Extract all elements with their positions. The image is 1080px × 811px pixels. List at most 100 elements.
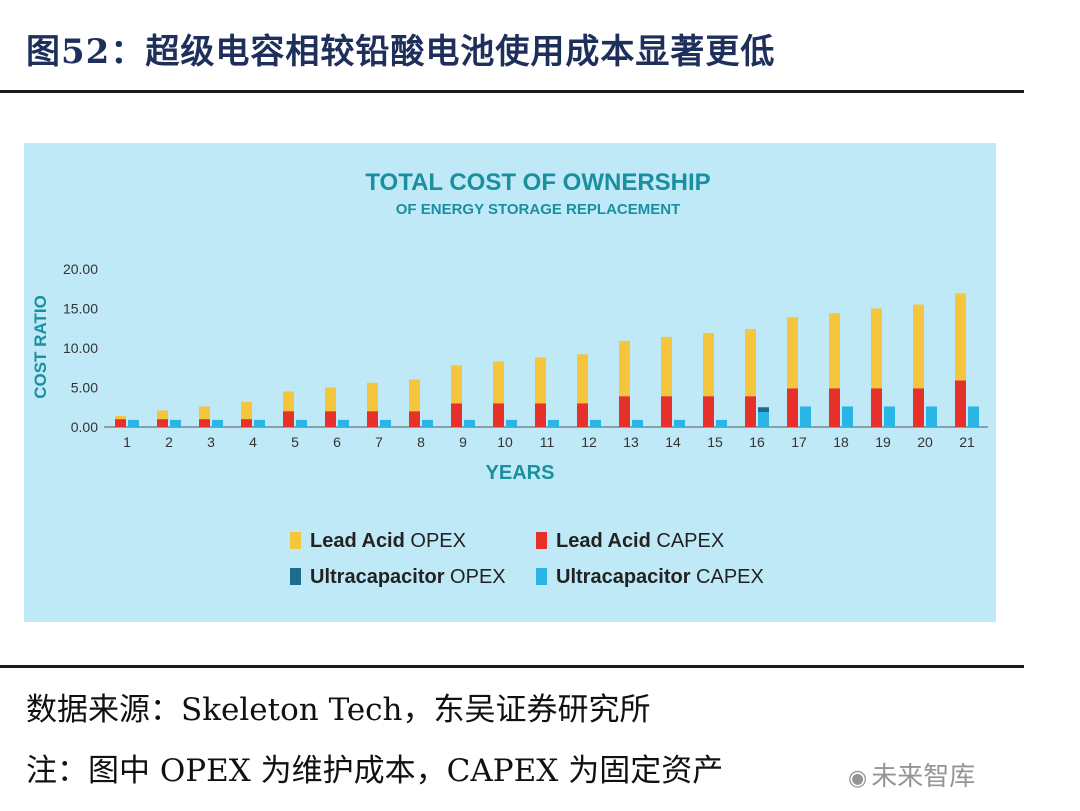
- bar-ultracap-capex: [464, 419, 475, 427]
- bar-lead-acid-capex: [745, 396, 756, 427]
- bar-lead-acid-opex: [367, 382, 378, 412]
- x-tick-label: 8: [417, 434, 425, 450]
- x-tick-label: 2: [165, 434, 173, 450]
- legend-label: Ultracapacitor OPEX: [310, 566, 506, 588]
- bar-ultracap-capex: [632, 419, 643, 427]
- x-tick-label: 10: [497, 434, 513, 450]
- y-tick-label: 5.00: [71, 380, 98, 396]
- bar-ultracap-capex: [758, 411, 769, 427]
- x-tick-label: 21: [959, 434, 975, 450]
- bar-lead-acid-capex: [955, 380, 966, 427]
- bar-ultracap-capex: [884, 406, 895, 427]
- tco-chart: TOTAL COST OF OWNERSHIP OF ENERGY STORAG…: [31, 169, 988, 588]
- bar-lead-acid-opex: [493, 361, 504, 404]
- x-tick-label: 11: [540, 434, 555, 450]
- x-tick-label: 15: [707, 434, 723, 450]
- bar-ultracap-capex: [548, 419, 559, 427]
- x-axis-title: YEARS: [486, 462, 555, 484]
- y-axis-title: COST RATIO: [31, 295, 50, 399]
- x-tick-label: 17: [791, 434, 807, 450]
- bar-ultracap-capex: [254, 419, 265, 427]
- bar-lead-acid-capex: [451, 403, 462, 427]
- watermark: ◉ 未来智库: [848, 756, 975, 793]
- legend-label: Ultracapacitor CAPEX: [556, 566, 764, 588]
- x-tick-label: 14: [665, 434, 681, 450]
- y-tick-label: 15.00: [63, 301, 98, 317]
- bar-lead-acid-opex: [283, 391, 294, 412]
- figure-title: 图52：超级电容相较铅酸电池使用成本显著更低: [26, 32, 776, 72]
- bar-lead-acid-capex: [493, 403, 504, 427]
- camera-icon: ◉: [848, 766, 868, 791]
- x-tick-label: 16: [749, 434, 765, 450]
- bar-ultracap-capex: [968, 406, 979, 427]
- bar-lead-acid-capex: [241, 419, 252, 427]
- bar-lead-acid-capex: [787, 388, 798, 427]
- bar-lead-acid-opex: [115, 415, 126, 420]
- y-tick-label: 0.00: [71, 419, 98, 435]
- bar-lead-acid-opex: [199, 406, 210, 420]
- x-tick-label: 5: [291, 434, 299, 450]
- bar-lead-acid-capex: [283, 411, 294, 427]
- legend-swatch: [290, 568, 301, 585]
- bar-ultracap-capex: [674, 419, 685, 427]
- bar-lead-acid-opex: [871, 308, 882, 389]
- bar-lead-acid-capex: [115, 419, 126, 427]
- bar-lead-acid-opex: [535, 357, 546, 404]
- bar-ultracap-capex: [842, 406, 853, 427]
- y-tick-label: 10.00: [63, 340, 98, 356]
- bar-lead-acid-capex: [661, 396, 672, 427]
- bottom-divider: [0, 665, 1024, 668]
- bar-ultracap-capex: [716, 419, 727, 427]
- bar-lead-acid-opex: [409, 379, 420, 412]
- x-tick-label: 12: [581, 434, 597, 450]
- bar-ultracap-capex: [590, 419, 601, 427]
- chart-title: TOTAL COST OF OWNERSHIP: [365, 169, 710, 196]
- legend-swatch: [290, 532, 301, 549]
- bar-lead-acid-capex: [871, 388, 882, 427]
- bar-lead-acid-opex: [577, 354, 588, 404]
- x-tick-label: 9: [459, 434, 467, 450]
- bar-ultracap-capex: [800, 406, 811, 427]
- bar-ultracap-capex: [380, 419, 391, 427]
- x-tick-label: 6: [333, 434, 341, 450]
- x-tick-label: 4: [249, 434, 257, 450]
- bar-ultracap-capex: [212, 419, 223, 427]
- watermark-text: 未来智库: [871, 762, 976, 792]
- bar-lead-acid-capex: [535, 403, 546, 427]
- bar-lead-acid-opex: [451, 365, 462, 404]
- top-divider: [0, 90, 1024, 93]
- bar-lead-acid-opex: [661, 336, 672, 397]
- bar-lead-acid-opex: [787, 317, 798, 389]
- legend-label: Lead Acid CAPEX: [556, 530, 724, 552]
- source-note: 数据来源：Skeleton Tech，东吴证券研究所: [26, 692, 651, 728]
- bar-ultracap-capex: [338, 419, 349, 427]
- chart-subtitle: OF ENERGY STORAGE REPLACEMENT: [396, 201, 680, 218]
- bar-lead-acid-capex: [367, 411, 378, 427]
- bar-lead-acid-capex: [829, 388, 840, 427]
- chart-panel: TOTAL COST OF OWNERSHIP OF ENERGY STORAG…: [24, 143, 996, 622]
- x-tick-label: 1: [123, 434, 131, 450]
- bar-lead-acid-opex: [745, 329, 756, 397]
- bar-lead-acid-opex: [325, 387, 336, 412]
- x-tick-label: 13: [623, 434, 639, 450]
- bar-ultracap-capex: [422, 419, 433, 427]
- bar-ultracap-capex: [128, 419, 139, 427]
- x-tick-label: 20: [917, 434, 933, 450]
- y-tick-label: 20.00: [63, 261, 98, 277]
- bar-lead-acid-opex: [241, 401, 252, 420]
- bar-lead-acid-capex: [913, 388, 924, 427]
- footnote: 注：图中 OPEX 为维护成本，CAPEX 为固定资产: [26, 753, 724, 789]
- bar-ultracap-capex: [926, 406, 937, 427]
- bar-lead-acid-opex: [157, 410, 168, 420]
- bar-lead-acid-opex: [829, 313, 840, 389]
- bar-ultracap-capex: [296, 419, 307, 427]
- legend-swatch: [536, 568, 547, 585]
- x-tick-label: 3: [207, 434, 215, 450]
- bar-lead-acid-opex: [955, 293, 966, 381]
- bar-lead-acid-capex: [409, 411, 420, 427]
- bar-ultracap-capex: [170, 419, 181, 427]
- legend-swatch: [536, 532, 547, 549]
- legend-label: Lead Acid OPEX: [310, 530, 466, 552]
- bar-ultracap-opex: [758, 407, 769, 412]
- x-tick-label: 18: [833, 434, 849, 450]
